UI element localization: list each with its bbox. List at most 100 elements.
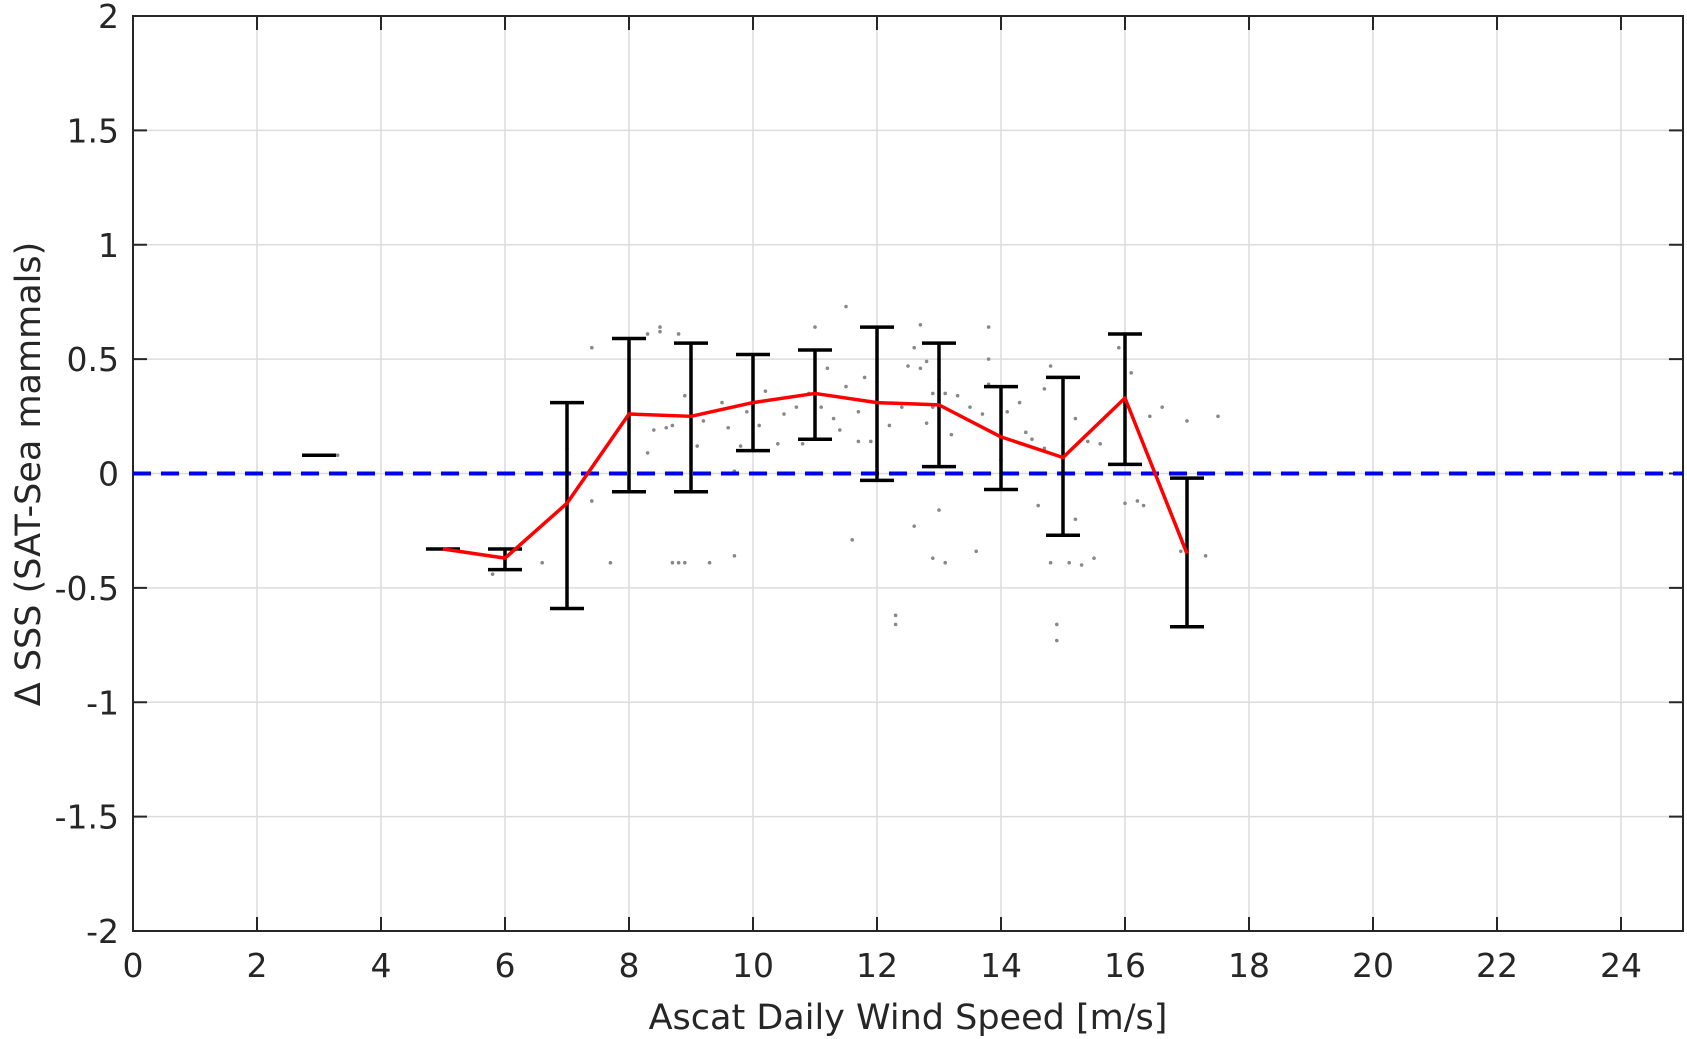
scatter-point [652,428,656,432]
scatter-point [825,366,830,371]
scatter-point [1067,560,1071,565]
x-tick-label: 8 [619,946,640,985]
y-tick-label: -1.5 [55,798,119,837]
scatter-point [1055,622,1059,627]
scatter-point [1129,371,1133,375]
scatter-point [720,400,724,405]
scatter-point [943,391,947,396]
x-tick-label: 14 [980,946,1022,985]
scatter-point [670,423,675,428]
scatter-point [1203,554,1208,558]
scatter-point [924,359,929,364]
scatter-point [918,366,923,371]
scatter-point [968,405,972,409]
scatter-point [937,508,941,512]
scatter-point [726,425,730,430]
scatter-point [850,538,854,542]
x-axis-tick-labels: 0 2 4 6 8 10 12 14 16 18 20 22 24 [123,946,1643,985]
scatter-point [949,432,954,437]
scatter-point [931,556,935,560]
x-tick-label: 16 [1104,946,1146,985]
scatter-point [856,439,861,444]
scatter-point [1185,419,1189,423]
scatter-point [1216,414,1220,419]
x-tick-label: 0 [123,946,144,985]
scatter-point [738,444,743,448]
scatter-point [590,345,594,350]
scatter-point [1092,556,1096,560]
scatter-point [776,441,780,446]
scatter-point [664,425,668,430]
y-tick-label: -2 [86,912,119,951]
scatter-point [986,357,991,361]
scatter-point [1048,560,1053,565]
scatter-point [1141,503,1146,508]
scatter-point [974,549,978,554]
x-tick-label: 2 [247,946,268,985]
scatter-point [1098,441,1102,446]
scatter-point [980,412,985,416]
scatter-point [912,345,916,350]
scatter-point [924,421,929,425]
scatter-point [856,409,861,414]
scatter-point [707,560,712,565]
scatter-point [900,405,904,409]
scatter-point [1086,439,1090,444]
scatter-point [1048,364,1053,368]
scatter-points [335,304,1220,643]
scatter-point [986,325,991,329]
scatter-point [906,364,910,368]
scatter-point [732,554,737,558]
x-tick-label: 4 [371,946,392,985]
scatter-point [1160,405,1164,409]
scatter-point [645,451,650,455]
scatter-point [658,325,662,329]
scatter-point [1055,638,1059,643]
scatter-point [1117,345,1121,350]
scatter-point [887,423,892,428]
scatter-point [844,384,848,389]
scatter-point [931,391,935,396]
grid [133,16,1683,931]
y-tick-label: 2 [98,0,119,36]
scatter-point [1135,499,1140,503]
scatter-point [683,393,687,398]
scatter-point [869,439,873,444]
x-tick-label: 22 [1476,946,1518,985]
x-axis-title: Ascat Daily Wind Speed [m/s] [649,998,1168,1038]
y-tick-label: 0.5 [67,340,119,379]
x-tick-label: 12 [856,946,898,985]
scatter-point [745,409,749,414]
y-tick-label: 1 [98,226,119,265]
scatter-point [1017,400,1022,405]
scatter-point [1005,409,1009,414]
scatter-point [862,375,867,380]
scatter-point [943,560,947,565]
y-axis-title: Δ SSS (SAT-Sea mammals) [9,242,49,707]
y-tick-label: -1 [86,683,119,722]
x-tick-label: 20 [1352,946,1394,985]
x-tick-label: 18 [1228,946,1270,985]
scatter-point [893,622,898,627]
scatter-point [1079,563,1084,567]
scatter-point [1024,430,1028,435]
scatter-point [918,323,923,327]
scatter-point [670,560,675,565]
scatter-point [335,453,340,458]
scatter-point [813,325,817,329]
axis-ticks [132,15,1683,932]
y-tick-label: 1.5 [67,111,119,150]
scatter-point [1179,549,1183,554]
scatter-point [1073,416,1078,421]
scatter-point [490,572,495,576]
scatter-point [838,428,842,432]
scatter-point [757,423,761,428]
scatter-point [1123,501,1127,506]
scatter-point [763,389,768,393]
scatter-point [695,444,699,448]
x-tick-label: 24 [1600,946,1642,985]
scatter-point [701,419,706,423]
y-tick-label: -0.5 [55,569,119,608]
